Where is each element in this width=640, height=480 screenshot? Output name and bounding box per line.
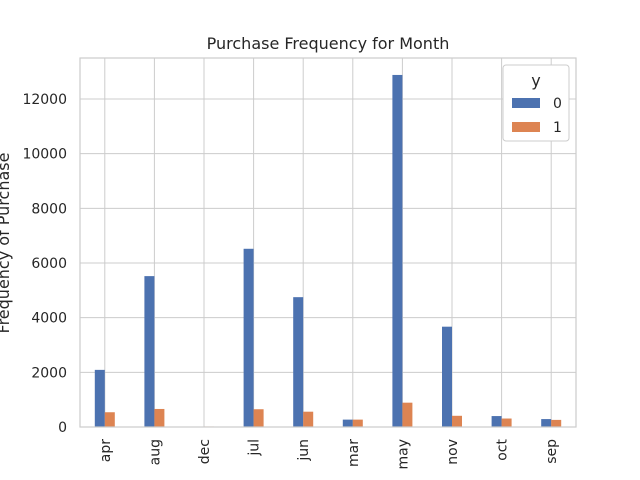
- plot-frame: [79, 57, 577, 428]
- y-tick-label: 2000: [31, 365, 67, 381]
- x-tick-label: apr: [98, 439, 114, 462]
- bar-may-series-1: [402, 402, 413, 427]
- bar-jul-series-1: [253, 409, 264, 427]
- x-tick-label: mar: [346, 439, 362, 467]
- x-tick-label: jun: [296, 439, 312, 462]
- bar-jul-series-0: [243, 248, 254, 427]
- x-tick-label: oct: [495, 439, 511, 461]
- bar-sep-series-1: [551, 419, 562, 427]
- x-tick-label: sep: [544, 439, 560, 464]
- bar-nov-series-1: [452, 415, 462, 427]
- bar-jun-series-0: [293, 297, 304, 427]
- legend-items: 01: [512, 96, 562, 136]
- y-tick-label: 0: [58, 420, 67, 436]
- bar-sep-series-0: [541, 419, 552, 427]
- x-tick-label: may: [395, 439, 411, 470]
- x-tick-label: jul: [247, 439, 263, 457]
- x-tick-label: aug: [147, 439, 163, 465]
- bar-apr-series-0: [94, 369, 105, 427]
- bar-jun-series-1: [303, 411, 314, 427]
- x-tick-label: dec: [197, 439, 213, 464]
- bar-nov-series-0: [442, 326, 452, 427]
- y-tick-label: 8000: [31, 201, 67, 217]
- legend-swatch: [512, 122, 540, 132]
- bar-mar-series-1: [352, 419, 363, 427]
- y-tick-label: 4000: [31, 311, 67, 327]
- legend: y 01: [502, 64, 570, 142]
- bar-aug-series-0: [144, 276, 155, 427]
- y-tick-label: 6000: [31, 256, 67, 272]
- bar-aug-series-1: [154, 408, 165, 427]
- bar-mar-series-0: [342, 419, 353, 427]
- legend-label: 0: [553, 96, 562, 112]
- x-tick-label: nov: [445, 439, 461, 465]
- bar-may-series-0: [392, 74, 403, 428]
- bar-oct-series-0: [491, 416, 502, 427]
- y-axis-label: Frequency of Purchase: [0, 153, 13, 334]
- legend-label: 1: [553, 120, 562, 136]
- y-tick-label: 12000: [22, 92, 67, 108]
- chart-title: Purchase Frequency for Month: [207, 34, 450, 53]
- bar-oct-series-1: [501, 418, 512, 427]
- x-ticks: apr aug dec jul jun mar may nov oct sep: [98, 439, 560, 470]
- bars: [94, 74, 562, 428]
- bar-apr-series-1: [104, 412, 115, 427]
- legend-title: y: [531, 71, 540, 90]
- y-ticks: 0 2000 4000 6000 8000 10000 12000: [22, 92, 67, 436]
- legend-swatch: [512, 98, 540, 108]
- y-tick-label: 10000: [22, 147, 67, 163]
